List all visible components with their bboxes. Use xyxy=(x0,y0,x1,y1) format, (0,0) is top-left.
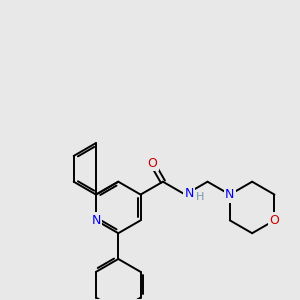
Text: O: O xyxy=(269,214,279,227)
Text: N: N xyxy=(91,214,101,227)
Text: O: O xyxy=(147,157,157,170)
Text: N: N xyxy=(184,187,194,200)
Text: H: H xyxy=(196,192,204,202)
Text: N: N xyxy=(225,188,235,201)
